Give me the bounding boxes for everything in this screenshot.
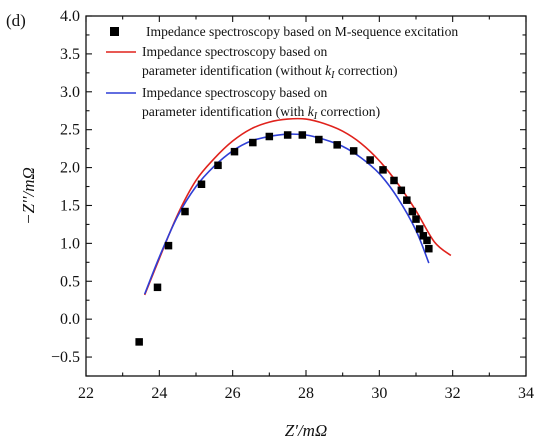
data-point [397, 186, 406, 195]
x-tick-label: 32 [445, 385, 461, 402]
data-point [230, 147, 239, 156]
data-point [333, 141, 341, 149]
x-tick-label: 22 [78, 385, 94, 402]
data-point [415, 225, 424, 233]
x-tick-labels: 22 24 26 28 30 32 34 [78, 385, 534, 402]
y-tick-labels: −0.5 0.0 0.5 1.0 1.5 2.0 2.5 3.0 3.5 4.0 [51, 8, 80, 366]
data-point [181, 207, 189, 216]
legend-entry-1-k-sub: I [330, 70, 335, 81]
y-tick-label: 3.5 [60, 46, 80, 63]
series-markers [135, 131, 433, 346]
data-point [197, 180, 206, 189]
data-point [366, 156, 374, 164]
x-axis-title: Z′/mΩ [285, 421, 327, 440]
data-point [214, 161, 222, 170]
y-tick-label: 2.0 [60, 160, 80, 177]
legend-entry-2-line-1-b: correction) [317, 104, 380, 120]
legend-entry-0-line-0: Impedance spectroscopy based on M-sequen… [146, 24, 458, 39]
legend-marker-square [110, 27, 119, 36]
x-tick-label: 28 [298, 385, 314, 402]
data-point [283, 131, 292, 139]
y-tick-label: 3.0 [60, 84, 80, 101]
x-tick-label: 24 [151, 385, 167, 402]
y-tick-label: 0.0 [60, 311, 80, 328]
legend-entry-1-line-0: Impedance spectroscopy based on [142, 44, 328, 59]
data-point [425, 244, 433, 253]
axis-ticks [85, 15, 527, 377]
legend-entry-1-line-1-b: correction) [334, 63, 397, 79]
data-point [153, 283, 162, 292]
legend-entry-1-k: k [325, 63, 332, 78]
y-tick-label: 1.5 [60, 197, 80, 214]
legend-entry-2-line-0: Impedance spectroscopy based on [142, 85, 328, 100]
data-point [249, 138, 257, 147]
data-point [423, 236, 431, 245]
data-point [164, 241, 173, 250]
x-tick-label: 34 [518, 385, 534, 402]
data-point [412, 215, 420, 223]
legend-entry-1-line-1: parameter identification (without kI cor… [142, 63, 398, 81]
x-tick-label: 30 [371, 385, 387, 402]
y-tick-label: 4.0 [60, 8, 80, 25]
data-point [390, 176, 398, 185]
y-axis-title: −Z′′/mΩ [19, 167, 38, 225]
legend: Impedance spectroscopy based on M-sequen… [106, 24, 458, 122]
y-tick-label: 2.5 [60, 122, 80, 139]
legend-entry-1-line-1-a: parameter identification (without [142, 63, 325, 79]
data-point [349, 147, 358, 155]
y-tick-label: 1.0 [60, 235, 80, 252]
series-lines [143, 117, 452, 296]
data-point [403, 196, 411, 204]
legend-entry-2-line-1: parameter identification (with kI correc… [142, 104, 380, 122]
data-point [379, 166, 387, 174]
legend-entry-2-k-sub: I [313, 111, 318, 122]
y-tick-label: 0.5 [60, 273, 80, 290]
panel-label: (d) [6, 11, 26, 30]
legend-entry-2-k: k [308, 104, 315, 119]
data-point [408, 207, 417, 216]
data-point [315, 135, 323, 144]
data-point [135, 338, 143, 346]
data-point [265, 132, 274, 141]
x-tick-label: 26 [225, 385, 241, 402]
legend-entry-2-line-1-a: parameter identification (with [142, 104, 308, 120]
data-point [419, 232, 428, 240]
data-point [298, 131, 307, 139]
y-tick-label: −0.5 [51, 349, 80, 366]
series-line-1 [143, 117, 452, 296]
